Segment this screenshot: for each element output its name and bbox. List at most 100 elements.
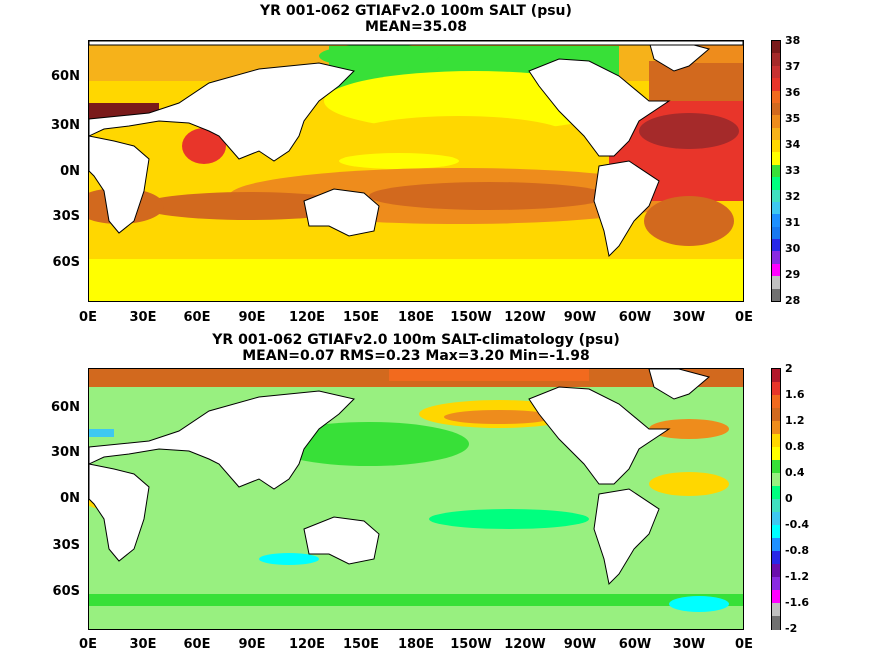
colorbar-tick-top: 36	[785, 86, 801, 99]
colorbar-tick-top: 34	[785, 138, 801, 151]
colorbar-segment	[772, 78, 780, 92]
colorbar-tick-bottom: -0.8	[785, 544, 810, 557]
anom-indian-fresh	[259, 553, 319, 565]
colorbar-tick-bottom: -0.4	[785, 518, 810, 531]
lon-tick-top: 0E	[735, 310, 753, 325]
lon-tick-top: 60W	[618, 310, 652, 325]
lon-tick-bottom: 30W	[672, 637, 706, 652]
lon-tick-top: 30W	[672, 310, 706, 325]
lat-tick-top: 30S	[52, 209, 80, 224]
field-s-atlantic	[644, 196, 734, 246]
anom-np-green	[269, 422, 469, 466]
lon-tick-top: 120E	[288, 310, 326, 325]
lat-tick-bottom: 30N	[51, 445, 80, 460]
land	[89, 41, 743, 258]
colorbar-segment	[772, 189, 780, 203]
land-bottom	[89, 369, 711, 586]
field-southern	[89, 231, 743, 259]
colorbar-segment	[772, 395, 780, 409]
colorbar-tick-top: 33	[785, 164, 801, 177]
colorbar-segment	[772, 90, 780, 104]
lon-tick-bottom: 150W	[450, 637, 492, 652]
salinity-map-top	[89, 41, 743, 301]
colorbar-tick-top: 32	[785, 190, 801, 203]
lat-tick-top: 60N	[51, 69, 80, 84]
lat-tick-top: 30N	[51, 118, 80, 133]
field-bering	[319, 44, 439, 68]
colorbar-segment	[772, 473, 780, 487]
colorbar-tick-top: 28	[785, 294, 801, 307]
colorbar-segment	[772, 538, 780, 552]
field-n-atlantic	[649, 61, 743, 101]
salinity-anomaly-map	[89, 369, 743, 629]
colorbar-tick-bottom: 1.2	[785, 414, 805, 427]
colorbar-tick-bottom: 0.8	[785, 440, 805, 453]
lon-tick-bottom: 0E	[79, 637, 97, 652]
colorbar-segment	[772, 551, 780, 565]
lon-tick-bottom: 90E	[238, 637, 266, 652]
colorbar-tick-bottom: 0	[785, 492, 793, 505]
anom-acc-band	[89, 594, 743, 606]
colorbar-segment	[772, 102, 780, 116]
colorbar-segment	[772, 447, 780, 461]
colorbar-segment	[772, 382, 780, 396]
lon-tick-top: 150E	[342, 310, 380, 325]
lon-tick-bottom: 90W	[563, 637, 597, 652]
colorbar-tick-bottom: -1.2	[785, 570, 810, 583]
colorbar-segment	[772, 276, 780, 290]
anom-med	[89, 429, 114, 437]
lon-tick-bottom: 120E	[288, 637, 326, 652]
colorbar-segment	[772, 369, 780, 383]
field-itcz	[339, 153, 459, 169]
colorbar-segment	[772, 41, 780, 54]
lon-tick-top: 30E	[129, 310, 157, 325]
colorbar-top	[771, 40, 781, 302]
field-arabian	[182, 128, 226, 164]
lon-tick-top: 120W	[504, 310, 546, 325]
colorbar-segment	[772, 164, 780, 178]
field-indian-core	[139, 192, 359, 220]
chart-subtitle-top: MEAN=35.08	[364, 19, 468, 35]
colorbar-segment	[772, 590, 780, 604]
lon-tick-top: 60E	[183, 310, 211, 325]
field-sp-core	[369, 182, 609, 210]
colorbar-segment	[772, 421, 780, 435]
lon-tick-top: 90W	[563, 310, 597, 325]
lon-tick-top: 0E	[79, 310, 97, 325]
colorbar-segment	[772, 226, 780, 240]
lat-tick-top: 0N	[60, 164, 80, 179]
colorbar-segment	[772, 115, 780, 129]
colorbar-segment	[772, 512, 780, 526]
map-panel-bottom	[88, 368, 744, 630]
lon-tick-top: 180E	[397, 310, 435, 325]
colorbar-segment	[772, 564, 780, 578]
colorbar-tick-top: 30	[785, 242, 801, 255]
colorbar-segment	[772, 408, 780, 422]
colorbar-segment	[772, 263, 780, 277]
colorbar-segment	[772, 201, 780, 215]
colorbar-segment	[772, 616, 780, 630]
chart-title-top: YR 001-062 GTIAFv2.0 100m SALT (psu)	[260, 3, 572, 19]
lat-tick-top: 60S	[52, 255, 80, 270]
colorbar-segment	[772, 288, 780, 302]
map-panel-top	[88, 40, 744, 302]
lon-tick-bottom: 60W	[618, 637, 652, 652]
colorbar-tick-top: 29	[785, 268, 801, 281]
lat-tick-bottom: 30S	[52, 538, 80, 553]
lon-tick-top: 90E	[238, 310, 266, 325]
lon-tick-bottom: 150E	[342, 637, 380, 652]
colorbar-segment	[772, 486, 780, 500]
colorbar-tick-bottom: -1.6	[785, 596, 810, 609]
lon-tick-bottom: 0E	[735, 637, 753, 652]
field-np-gyre	[349, 116, 569, 156]
lon-tick-bottom: 60E	[183, 637, 211, 652]
colorbar-segment	[772, 577, 780, 591]
field-atlantic-max	[639, 113, 739, 149]
colorbar-tick-top: 31	[785, 216, 801, 229]
colorbar-tick-bottom: 2	[785, 362, 793, 375]
lat-tick-bottom: 60N	[51, 400, 80, 415]
colorbar-segment	[772, 140, 780, 153]
anom-gulfstream	[649, 419, 729, 439]
colorbar-segment	[772, 65, 780, 79]
colorbar-tick-top: 38	[785, 34, 801, 47]
